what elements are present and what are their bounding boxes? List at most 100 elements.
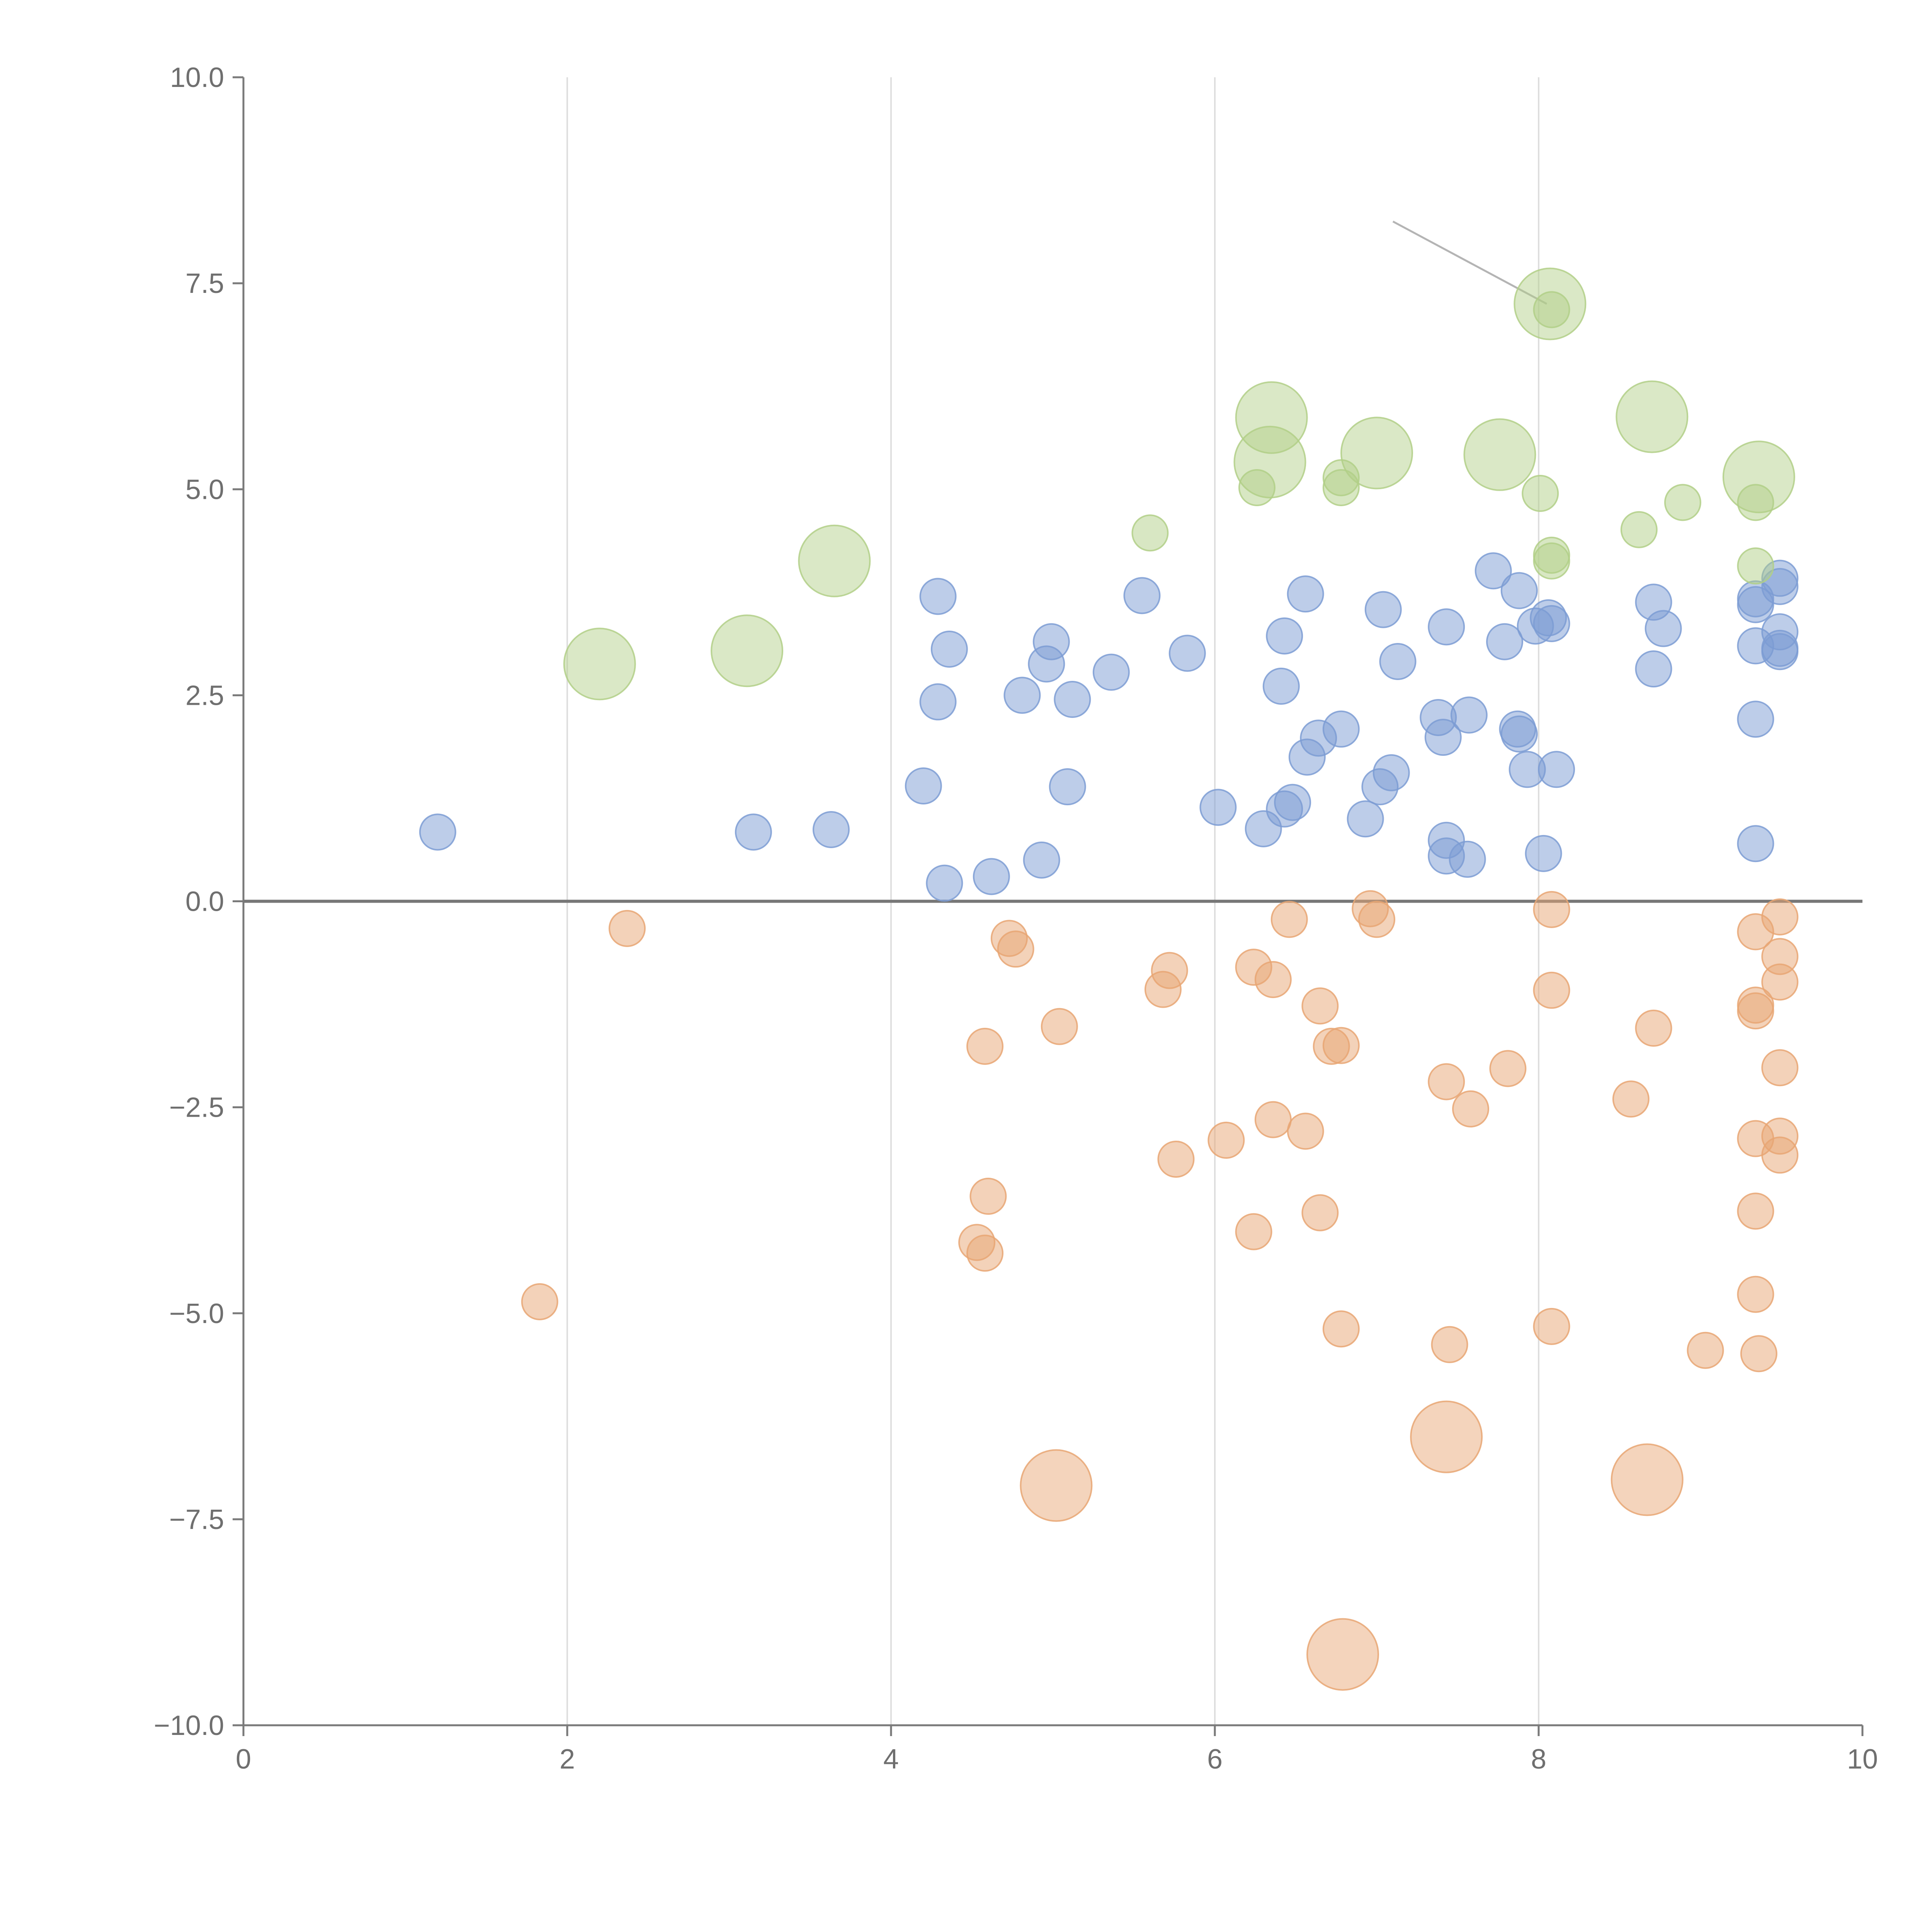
x-tick-label: 2 — [560, 1744, 575, 1775]
bubble-label-tick — [1380, 435, 1399, 450]
data-point-negative-27 — [1431, 1326, 1468, 1363]
data-point-negative-40 — [1737, 1192, 1774, 1230]
data-point-positive-20 — [1262, 667, 1300, 705]
x-tick-label: 8 — [1531, 1744, 1546, 1775]
y-tick-label: 0.0 — [185, 886, 224, 917]
data-point-positive-4 — [919, 578, 957, 615]
data-points — [419, 267, 1799, 1691]
axes — [233, 76, 1864, 1736]
data-point-positive-50 — [1538, 751, 1575, 788]
data-point-positive-31 — [1372, 754, 1410, 791]
y-tick-label: 7.5 — [185, 268, 224, 299]
data-point-negative-44 — [1761, 963, 1799, 1001]
data-point-positive-49 — [1533, 605, 1570, 642]
data-point-positive-13 — [1049, 768, 1086, 806]
data-point-negative-25 — [1358, 901, 1395, 938]
data-point-positive-32 — [1379, 643, 1417, 680]
y-tick-label: 10.0 — [170, 62, 224, 93]
data-point-positive-2 — [812, 811, 850, 848]
data-point-negative-35 — [1687, 1332, 1724, 1369]
data-point-negative-29 — [1489, 1050, 1527, 1087]
data-point-highlighted-positive-4 — [1522, 474, 1559, 512]
bubble-label-tick — [1059, 1467, 1078, 1483]
data-point-positive-3 — [905, 767, 942, 804]
data-point-positive-35 — [1428, 608, 1465, 646]
data-point-negative-33 — [1612, 1080, 1650, 1118]
highlight-bubble-highlighted-positive-14 — [798, 524, 871, 597]
data-point-positive-17 — [1168, 634, 1206, 672]
data-point-positive-28 — [1347, 800, 1384, 838]
data-point-positive-34 — [1424, 719, 1462, 756]
data-point-positive-53 — [1645, 610, 1682, 647]
data-point-positive-16 — [1123, 577, 1161, 614]
bubble-label-tick — [1503, 436, 1522, 452]
data-point-positive-0 — [419, 813, 456, 851]
data-point-positive-6 — [926, 864, 963, 902]
data-point-negative-22 — [1322, 1027, 1360, 1064]
data-point-positive-10 — [1023, 841, 1060, 879]
data-point-positive-21 — [1266, 617, 1303, 655]
data-point-highlighted-positive-1 — [1238, 469, 1276, 506]
data-point-negative-28 — [1452, 1090, 1490, 1128]
data-point-negative-16 — [1254, 1101, 1292, 1138]
data-point-negative-7 — [997, 930, 1034, 968]
highlight-bubble-highlighted-negative-4 — [1306, 1618, 1379, 1691]
highlight-bubble-highlighted-positive-18 — [1463, 418, 1536, 491]
data-point-positive-18 — [1199, 789, 1237, 826]
data-point-negative-1 — [609, 910, 646, 947]
data-point-negative-15 — [1254, 961, 1292, 998]
bubble-label-tick — [837, 543, 856, 558]
data-point-positive-24 — [1287, 575, 1324, 613]
bubble-label-tick — [1655, 398, 1674, 414]
data-point-negative-42 — [1761, 898, 1799, 936]
data-point-positive-47 — [1525, 835, 1562, 872]
x-tick-label: 0 — [236, 1744, 251, 1775]
data-point-negative-20 — [1301, 1194, 1339, 1231]
data-point-positive-60 — [1761, 568, 1799, 605]
data-point-negative-5 — [969, 1177, 1007, 1215]
data-point-negative-26 — [1428, 1063, 1465, 1100]
data-point-positive-14 — [1054, 681, 1091, 718]
data-point-positive-1 — [735, 813, 772, 851]
data-point-highlighted-positive-5 — [1533, 291, 1570, 328]
y-tick-label: −10.0 — [154, 1710, 224, 1741]
data-point-positive-15 — [1092, 653, 1130, 691]
data-point-negative-12 — [1208, 1121, 1245, 1159]
bubble-label-tick — [750, 633, 769, 648]
y-tick-label: −5.0 — [169, 1298, 224, 1329]
y-tick-label: −7.5 — [169, 1504, 224, 1535]
data-point-negative-34 — [1635, 1009, 1672, 1047]
data-point-positive-44 — [1500, 715, 1538, 753]
data-point-negative-32 — [1533, 1308, 1570, 1345]
data-point-negative-8 — [1041, 1008, 1078, 1045]
highlight-bubble-highlighted-positive-12 — [563, 628, 636, 701]
highlight-bubble-highlighted-positive-21 — [1722, 440, 1795, 514]
bubble-label-tick — [1346, 1636, 1365, 1651]
y-tick-label: 5.0 — [185, 474, 224, 505]
y-tick-label: 2.5 — [185, 680, 224, 711]
data-point-positive-30 — [1364, 591, 1402, 628]
bubble-label-tick — [1449, 1418, 1468, 1434]
x-tick-label: 10 — [1847, 1744, 1878, 1775]
data-point-positive-40 — [1475, 552, 1512, 590]
data-point-positive-63 — [1761, 633, 1799, 670]
x-tick-label: 6 — [1207, 1744, 1223, 1775]
highlight-bubble-highlighted-positive-15 — [1235, 381, 1308, 454]
label-leader-lines — [603, 220, 1781, 1651]
data-point-negative-30 — [1533, 891, 1570, 928]
data-point-positive-12 — [1032, 623, 1070, 660]
data-point-negative-19 — [1301, 987, 1339, 1025]
y-tick-label: −2.5 — [169, 1092, 224, 1123]
bubble-label-tick — [603, 646, 622, 661]
bubble-label-tick — [1650, 1461, 1669, 1477]
data-point-positive-9 — [1003, 677, 1041, 714]
data-point-negative-11 — [1157, 1140, 1195, 1178]
data-point-negative-47 — [1761, 1136, 1799, 1174]
data-point-positive-58 — [1737, 825, 1774, 862]
data-point-positive-23 — [1274, 784, 1311, 821]
highlight-bubble-highlighted-positive-19 — [1514, 267, 1587, 340]
bubble-label-tick — [1275, 399, 1294, 415]
data-point-highlighted-positive-9 — [1664, 484, 1701, 521]
data-point-negative-14 — [1235, 1213, 1272, 1250]
